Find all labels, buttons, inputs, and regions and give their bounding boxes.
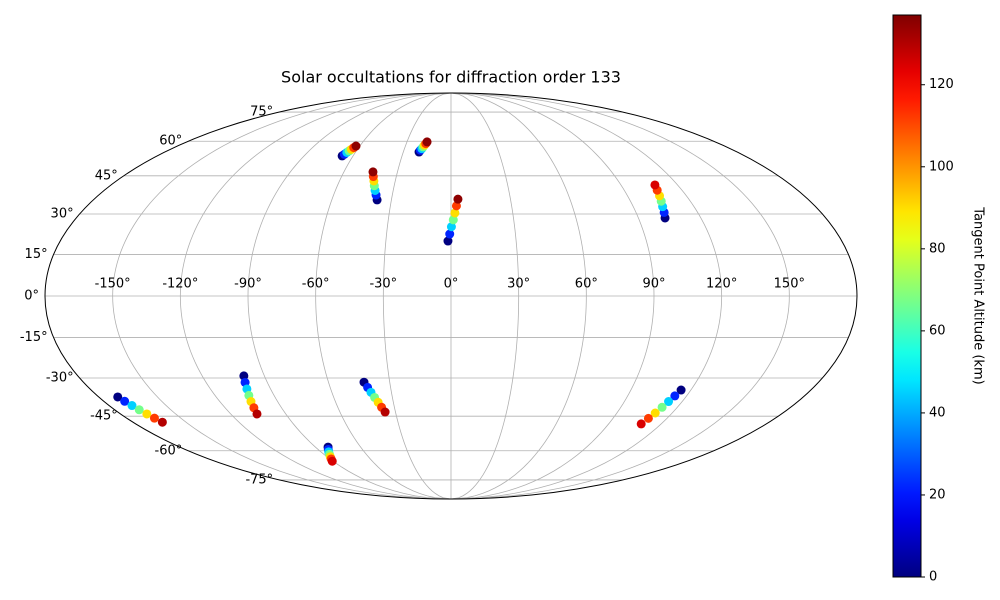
colorbar-tick-label: 20	[929, 487, 946, 502]
track-point	[380, 407, 390, 417]
colorbar-tick-label: 0	[929, 570, 937, 585]
track-point	[149, 413, 159, 423]
colorbar-tick-label: 40	[929, 405, 946, 420]
y-tick-label: 0°	[24, 289, 39, 304]
x-tick-label: -120°	[162, 277, 198, 292]
track-point	[650, 180, 660, 190]
colorbar-tick-label: 80	[929, 241, 946, 256]
map-boundary	[44, 92, 858, 500]
y-tick-label: 45°	[95, 168, 118, 183]
track-point	[113, 392, 123, 402]
x-tick-label: 120°	[706, 277, 737, 292]
grid	[45, 92, 857, 500]
track-point	[422, 137, 432, 147]
track-point	[443, 236, 453, 246]
y-tick-label: -45°	[90, 409, 118, 424]
x-tick-label: 150°	[774, 277, 805, 292]
track-point	[636, 419, 646, 429]
track-point	[134, 405, 144, 415]
tracks	[113, 137, 686, 466]
y-tick-label: -75°	[245, 472, 273, 487]
track-point	[368, 167, 378, 177]
track-point	[327, 456, 337, 466]
x-tick-label: -30°	[369, 277, 397, 292]
track-point	[446, 222, 456, 232]
track-point	[657, 402, 667, 412]
y-tick-label: -15°	[20, 330, 48, 345]
y-tick-label: 75°	[250, 105, 273, 120]
track-point	[451, 201, 461, 211]
track-point	[351, 141, 361, 151]
x-tick-label: 0°	[444, 277, 459, 292]
track-point	[670, 391, 680, 401]
x-tick-label: 90°	[642, 277, 665, 292]
track-point	[445, 229, 455, 239]
x-tick-label: 30°	[507, 277, 530, 292]
track-point	[142, 409, 152, 419]
track-point	[450, 208, 460, 218]
track-point	[650, 408, 660, 418]
x-tick-label: -150°	[95, 277, 131, 292]
track-point	[127, 401, 137, 411]
colorbar-tick-label: 100	[929, 159, 954, 174]
track-point	[120, 396, 130, 406]
y-tick-label: 30°	[51, 206, 74, 221]
track-point	[676, 385, 686, 395]
y-tick-label: -30°	[46, 371, 74, 386]
colorbar	[892, 14, 922, 578]
track-point	[448, 215, 458, 225]
track-point	[453, 194, 463, 204]
y-tick-label: -60°	[155, 443, 183, 458]
track-point	[252, 409, 262, 419]
chart-title: Solar occultations for diffraction order…	[281, 68, 621, 87]
track-point	[157, 417, 167, 427]
x-tick-label: 60°	[575, 277, 598, 292]
colorbar-tick-label: 60	[929, 323, 946, 338]
colorbar-label: Tangent Point Altitude (km)	[971, 206, 986, 384]
y-tick-label: 15°	[25, 247, 48, 262]
x-tick-label: -90°	[234, 277, 262, 292]
track-point	[643, 413, 653, 423]
colorbar-tick-label: 120	[929, 77, 954, 92]
track-point	[664, 397, 674, 407]
y-tick-label: 60°	[159, 134, 182, 149]
x-tick-label: -60°	[302, 277, 330, 292]
